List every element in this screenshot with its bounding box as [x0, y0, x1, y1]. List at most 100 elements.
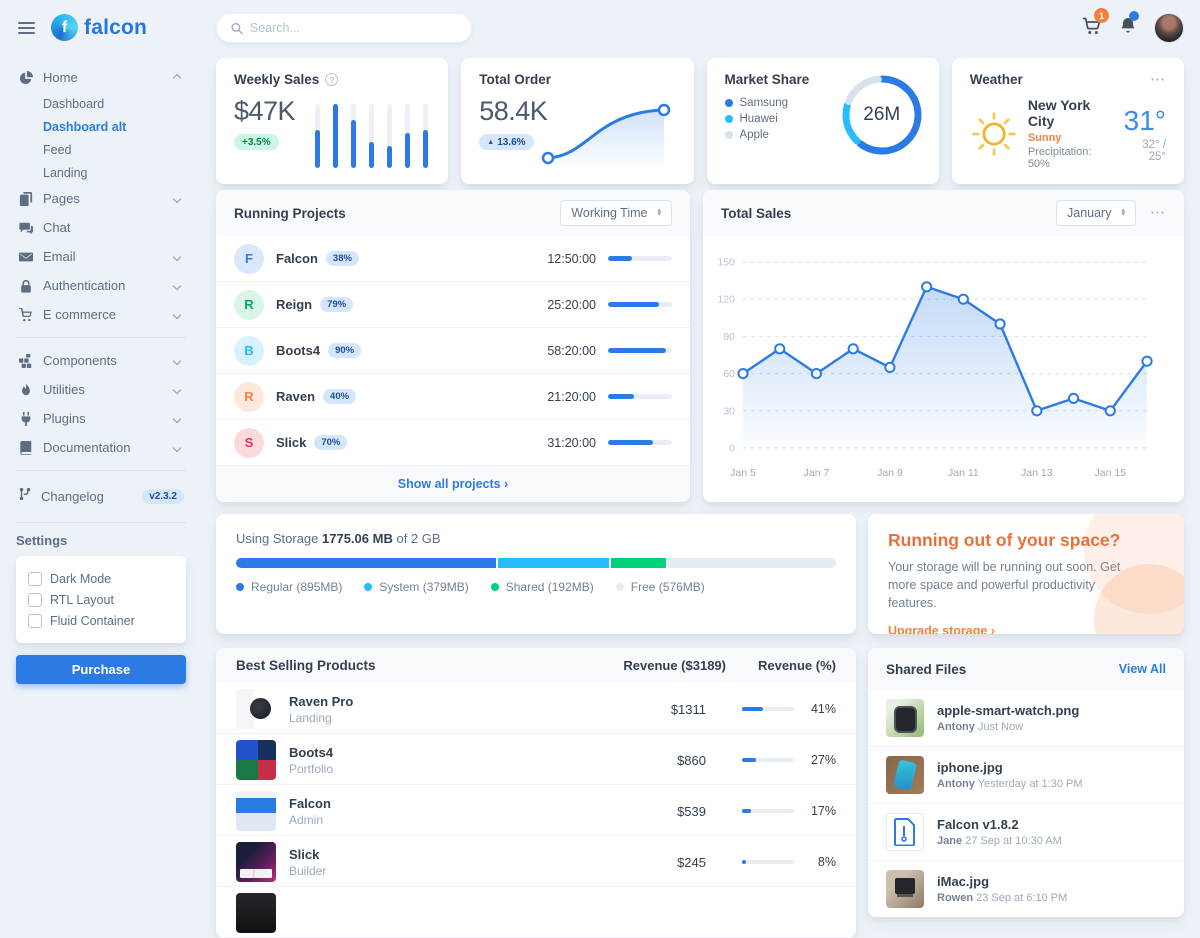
search-box[interactable] — [216, 13, 472, 43]
sidebar-item-chat[interactable]: Chat — [16, 213, 186, 242]
lock-icon — [18, 278, 34, 294]
total-order-card: Total Order 58.4K ▲ 13.6% — [461, 58, 694, 184]
plug-icon — [18, 411, 34, 427]
cart-button[interactable]: 1 — [1081, 8, 1109, 41]
fire-icon — [18, 382, 34, 398]
project-row-raven[interactable]: R Raven 40% 21:20:00 — [216, 374, 690, 420]
pages-icon — [18, 191, 34, 207]
market-share-donut-chart: 26M — [839, 72, 925, 158]
total-sales-card: Total Sales January ▴ ▾ ⋯ 0 30 60 90 120 150 Ja… — [703, 190, 1184, 502]
product-category: Admin — [289, 812, 324, 827]
weekly-sales-bar — [315, 104, 321, 168]
hamburger-menu-icon[interactable] — [16, 18, 37, 38]
sidebar-item-pages[interactable]: Pages — [16, 184, 186, 213]
falcon-logo[interactable]: f falcon — [51, 14, 147, 41]
product-row-falcon[interactable]: Falcon Admin $539 17% — [216, 785, 856, 836]
svg-text:0: 0 — [729, 443, 735, 455]
sidebar-item-authentication[interactable]: Authentication — [16, 271, 186, 300]
sidebar-subitem-feed[interactable]: Feed — [43, 142, 72, 157]
checkbox-dark-mode[interactable] — [28, 571, 42, 586]
product-pct: 8% — [817, 855, 836, 869]
file-row-iphone-jpg[interactable]: iphone.jpg Antony Yesterday at 1:30 PM — [868, 746, 1184, 803]
legend-label: Regular (895MB) — [251, 580, 343, 594]
project-progress-bar — [608, 394, 672, 399]
product-row-boots4[interactable]: Boots4 Portfolio $860 27% — [216, 734, 856, 785]
notifications-button[interactable] — [1118, 11, 1139, 41]
product-price: $245 — [677, 854, 706, 870]
sidebar: f falcon Home Dashboard Dashboard alt Feed L… — [0, 0, 200, 900]
sidebar-item-changelog[interactable]: Changelog v2.3.2 — [16, 479, 186, 514]
working-time-select[interactable]: Working Time ▴ ▾ — [560, 200, 672, 226]
checkbox-rtl-layout[interactable] — [28, 592, 42, 607]
weather-title: Weather — [969, 72, 1023, 87]
total-order-badge: 13.6% — [497, 136, 526, 148]
project-row-boots4[interactable]: B Boots4 90% 58:20:00 — [216, 328, 690, 374]
ellipsis-menu-icon[interactable]: ⋯ — [1150, 70, 1166, 88]
project-row-slick[interactable]: S Slick 70% 31:20:00 — [216, 420, 690, 466]
sidebar-item-home[interactable]: Home — [16, 63, 186, 92]
sun-icon — [972, 111, 1016, 156]
chevron-down-icon — [172, 443, 182, 452]
product-name: Falcon — [289, 795, 331, 811]
weekly-sales-bar — [405, 104, 411, 168]
upgrade-storage-link[interactable]: Upgrade storage › — [888, 624, 995, 634]
help-icon[interactable]: ? — [325, 73, 339, 86]
user-avatar[interactable] — [1154, 13, 1184, 43]
show-all-projects-link[interactable]: Show all projects › — [397, 477, 509, 491]
sidebar-item-documentation[interactable]: Documentation — [16, 433, 186, 462]
checkbox-fluid-container[interactable] — [28, 613, 42, 628]
sidebar-subitem-dashboard[interactable]: Dashboard — [43, 96, 105, 111]
svg-text:Jan 5: Jan 5 — [730, 467, 756, 479]
file-row-imac-jpg[interactable]: iMac.jpg Rowen 23 Sep at 6:10 PM — [868, 860, 1184, 917]
sidebar-item-e-commerce[interactable]: E commerce — [16, 300, 186, 329]
chevron-down-icon — [172, 356, 182, 365]
sidebar-subitem-dashboard-alt[interactable]: Dashboard alt — [43, 119, 127, 134]
setting-label: Dark Mode — [50, 571, 112, 586]
project-pct-badge: 90% — [328, 343, 362, 358]
sidebar-subitem-landing[interactable]: Landing — [43, 165, 88, 180]
col-revenue: Revenue ($3189) — [623, 658, 726, 673]
legend-label: Shared (192MB) — [505, 580, 594, 594]
file-meta: Jane 27 Sep at 10:30 AM — [937, 835, 1062, 847]
storage-progress-bar — [236, 558, 836, 568]
project-time: 21:20:00 — [547, 389, 596, 404]
project-row-falcon[interactable]: F Falcon 38% 12:50:00 — [216, 236, 690, 282]
product-row-slick[interactable]: Slick Builder $245 8% — [216, 836, 856, 887]
sidebar-item-components[interactable]: Components — [16, 346, 186, 375]
email-icon — [18, 249, 34, 265]
setting-option-rtl-layout[interactable]: RTL Layout — [28, 589, 174, 610]
project-avatar: B — [234, 335, 264, 366]
file-name: Falcon v1.8.2 — [937, 817, 1019, 832]
setting-option-fluid-container[interactable]: Fluid Container — [28, 610, 174, 631]
upgrade-space-card: Running out of your space? Your storage … — [868, 514, 1184, 634]
product-name: Boots4 — [289, 744, 334, 760]
shared-files-card: Shared Files View All apple-smart-watch.… — [868, 648, 1184, 917]
month-select[interactable]: January ▴ ▾ — [1056, 200, 1136, 226]
total-sales-title: Total Sales — [721, 205, 792, 221]
product-row[interactable] — [216, 887, 856, 938]
product-row-raven-pro[interactable]: Raven Pro Landing $1311 41% — [216, 683, 856, 734]
sidebar-item-label: Utilities — [43, 382, 85, 397]
svg-text:90: 90 — [723, 331, 735, 343]
file-row-apple-smart-watch-png[interactable]: apple-smart-watch.png Antony Just Now — [868, 690, 1184, 746]
setting-option-dark-mode[interactable]: Dark Mode — [28, 568, 174, 589]
sidebar-item-utilities[interactable]: Utilities — [16, 375, 186, 404]
search-input[interactable] — [249, 21, 457, 35]
weather-city: New York City — [1027, 97, 1091, 129]
divider — [16, 337, 186, 338]
purchase-button[interactable]: Purchase — [16, 655, 186, 684]
sidebar-item-email[interactable]: Email — [16, 242, 186, 271]
project-pct-badge: 70% — [314, 435, 348, 450]
project-row-reign[interactable]: R Reign 79% 25:20:00 — [216, 282, 690, 328]
storage-legend: Regular (895MB) System (379MB) Shared (192… — [236, 580, 836, 594]
legend-label: Samsung — [739, 97, 789, 109]
file-row-falcon-v1-8-2[interactable]: Falcon v1.8.2 Jane 27 Sep at 10:30 AM — [868, 803, 1184, 860]
product-thumbnail — [236, 740, 276, 780]
view-all-link[interactable]: View All — [1118, 662, 1166, 676]
project-time: 12:50:00 — [547, 251, 596, 266]
code-branch-icon — [18, 487, 32, 506]
sidebar-item-plugins[interactable]: Plugins — [16, 404, 186, 433]
svg-text:Jan 7: Jan 7 — [804, 467, 830, 479]
shared-files-title: Shared Files — [886, 661, 967, 677]
ellipsis-menu-icon[interactable]: ⋯ — [1150, 204, 1166, 221]
